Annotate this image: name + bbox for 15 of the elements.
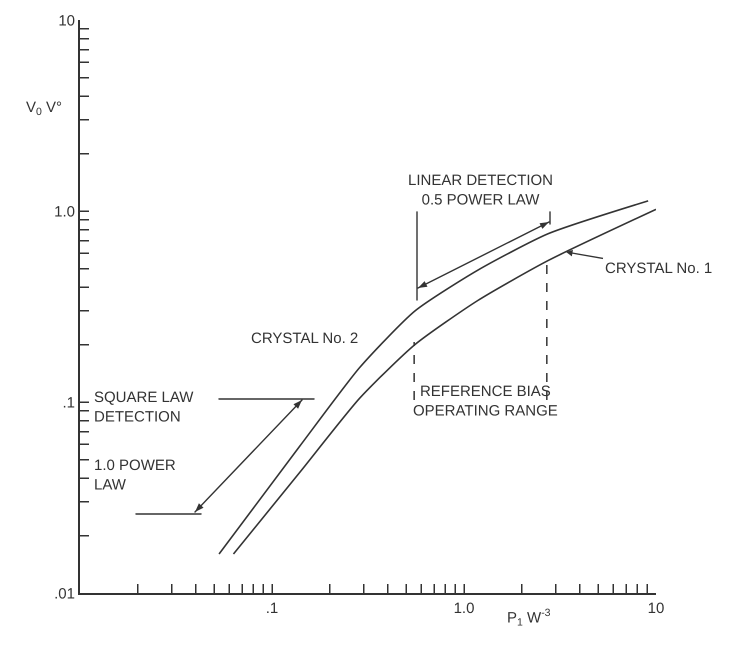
annotation: SQUARE LAW DETECTION [94,389,194,426]
annotation: REFERENCE BIAS OPERATING RANGE [413,383,558,420]
series-label: CRYSTAL No. 1 [605,260,712,277]
x-tick-label: .1 [266,600,278,617]
series-label: CRYSTAL No. 2 [251,330,358,347]
x-axis-title: P$_{1}$ W$^{-3}$ [507,607,551,628]
annotation: LINEAR DETECTION 0.5 POWER LAW [408,172,554,208]
x-tick-label: 1.0 [454,600,474,617]
annotation: 1.0 POWER LAW [94,457,176,494]
y-axis-title: V$_{0}$ V° [26,99,62,118]
y-tick-label: 1.0 [54,203,75,220]
y-tick-label: .1 [62,394,75,412]
x-tick-label: 10 [648,600,664,617]
y-tick-label: 10 [58,12,75,30]
y-tick-label: .01 [54,585,75,602]
